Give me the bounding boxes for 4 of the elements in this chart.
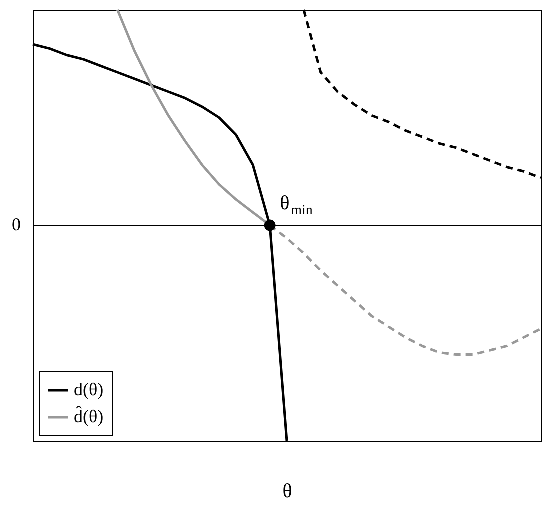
x-axis-title: θ — [282, 480, 292, 502]
text: 0 — [12, 214, 21, 234]
legend-label: d(θ) — [74, 380, 104, 400]
legend-label: d̂(θ) — [74, 405, 104, 426]
